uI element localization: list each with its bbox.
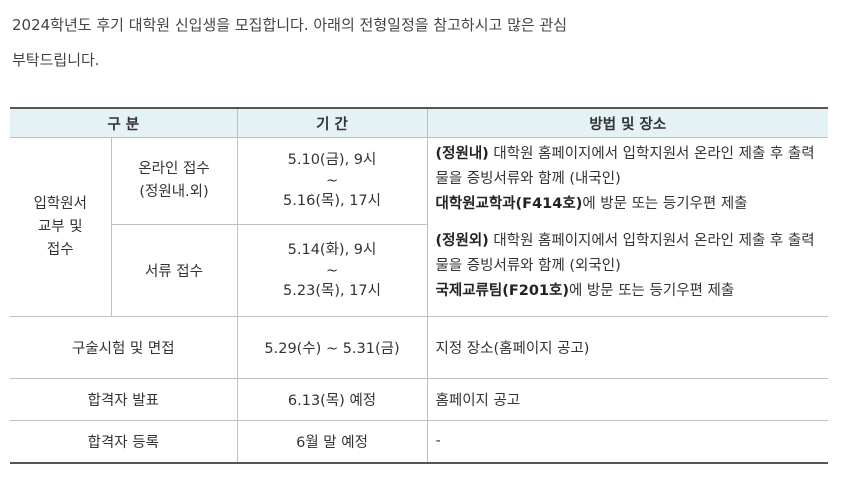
online-application-label: 온라인 접수 (정원내.외) (110, 137, 238, 225)
online-end: 5.16(목), 17시 (283, 193, 381, 209)
method-domestic-place: 대학원교학과(F414호) (435, 196, 583, 212)
method-domestic-text: 대학원 홈페이지에서 입학지원서 온라인 제출 후 출력물을 증빙서류와 함께 … (435, 146, 815, 187)
row-period: 5.29(수) ~ 5.31(금) (236, 316, 428, 379)
table-header-row: 구 분 기 간 방법 및 장소 (10, 107, 829, 138)
row-method: 지정 장소(홈페이지 공고) (426, 316, 829, 379)
table-row: 합격자 등록 6월 말 예정 - (10, 420, 829, 463)
row-period: 6.13(목) 예정 (236, 378, 428, 421)
method-foreign-text: 대학원 홈페이지에서 입학지원서 온라인 제출 후 출력물을 증빙서류와 함께 … (435, 233, 815, 274)
docs-start: 5.14(화), 9시 (287, 241, 377, 258)
table-row-online: 입학원서 교부 및 접수 온라인 접수 (정원내.외) 5.10(금), 9시 … (10, 137, 829, 317)
documents-label: 서류 접수 (111, 224, 238, 317)
row-method: - (426, 420, 829, 463)
header-category: 구 분 (10, 107, 238, 138)
application-group-label: 입학원서 교부 및 접수 (10, 137, 112, 317)
method-domestic-tag: (정원내) (435, 146, 489, 162)
group-label-line-3: 접수 (46, 241, 74, 258)
table-row: 합격자 발표 6.13(목) 예정 홈페이지 공고 (10, 378, 829, 421)
method-foreign-place: 국제교류팀(F201호) (435, 283, 569, 299)
method-foreign-tail: 에 방문 또는 등기우편 제출 (568, 283, 735, 299)
intro-line-1: 2024학년도 후기 대학원 신입생을 모집합니다. 아래의 전형일정을 참고하… (12, 16, 568, 34)
table-row: 구술시험 및 면접 5.29(수) ~ 5.31(금) 지정 장소(홈페이지 공… (10, 316, 829, 379)
online-label-line-1: 온라인 접수 (138, 161, 210, 177)
schedule-table: 구 분 기 간 방법 및 장소 입학원서 교부 및 접수 온라인 접수 (정원내… (10, 107, 829, 464)
header-period: 기 간 (236, 107, 428, 138)
online-application-period: 5.10(금), 9시 ~ 5.16(목), 17시 (236, 137, 428, 225)
method-foreign-tag: (정원외) (435, 233, 489, 249)
documents-period: 5.14(화), 9시 ~ 5.23(목), 17시 (236, 224, 428, 317)
online-start: 5.10(금), 9시 (287, 152, 377, 168)
docs-tilde: ~ (325, 262, 339, 279)
table-row-documents: 서류 접수 5.14(화), 9시 ~ 5.23(목), 17시 (10, 224, 828, 317)
group-label-line-1: 입학원서 (33, 195, 87, 212)
method-foreign: (정원외) 대학원 홈페이지에서 입학지원서 온라인 제출 후 출력물을 증빙서… (436, 229, 821, 304)
group-label-line-2: 교부 및 (37, 218, 83, 235)
online-label-line-2: (정원내.외) (139, 184, 209, 200)
header-method: 방법 및 장소 (426, 107, 829, 138)
intro-line-2: 부탁드립니다. (12, 51, 100, 69)
row-period: 6월 말 예정 (236, 420, 428, 463)
row-label: 합격자 등록 (10, 420, 238, 463)
docs-end: 5.23(목), 17시 (283, 282, 381, 299)
row-label: 구술시험 및 면접 (10, 316, 238, 379)
intro-text: 2024학년도 후기 대학원 신입생을 모집합니다. 아래의 전형일정을 참고하… (12, 8, 832, 78)
method-domestic: (정원내) 대학원 홈페이지에서 입학지원서 온라인 제출 후 출력물을 증빙서… (436, 142, 821, 217)
application-method: (정원내) 대학원 홈페이지에서 입학지원서 온라인 제출 후 출력물을 증빙서… (426, 137, 829, 317)
row-method: 홈페이지 공고 (426, 378, 829, 421)
method-domestic-tail: 에 방문 또는 등기우편 제출 (582, 196, 748, 212)
row-label: 합격자 발표 (10, 378, 238, 421)
online-tilde: ~ (325, 173, 339, 189)
